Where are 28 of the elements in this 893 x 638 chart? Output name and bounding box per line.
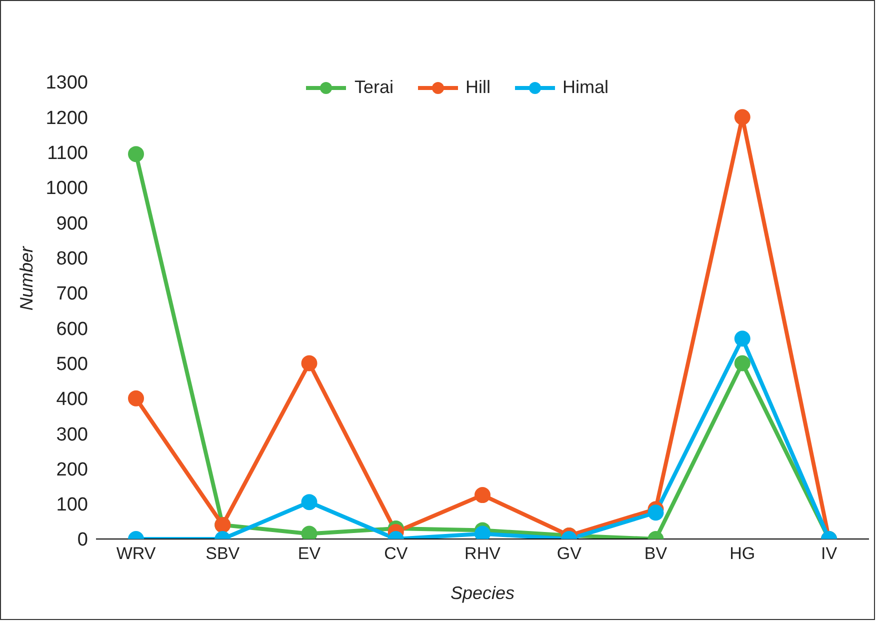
y-tick-label: 200 [56,459,88,480]
y-tick-label: 900 [56,213,88,234]
y-tick-label: 0 [77,530,88,551]
y-tick-label: 700 [56,284,88,305]
y-tick-label: 500 [56,354,88,375]
x-tick-label: CV [384,544,408,564]
y-tick-label: 1200 [46,108,88,129]
y-tick-label: 100 [56,494,88,516]
y-tick-label: 300 [56,424,88,446]
legend-label: Terai [353,77,394,98]
y-tick-label: 1000 [46,178,88,200]
y-tick-label: 1300 [46,72,88,94]
y-tick-label: 600 [56,318,88,340]
legend-label: Himal [562,77,609,98]
x-tick-label: GV [556,544,582,564]
x-tick-label: HG [730,544,756,564]
y-tick-label: 800 [56,248,88,270]
legend-label: Hill [464,77,490,98]
y-axis-title: Number [16,245,36,310]
x-tick-label: IV [820,544,838,564]
x-tick-label: SBV [206,544,240,564]
x-tick-label: WRV [116,544,156,564]
y-tick-label: 400 [56,389,88,410]
x-tick-label: EV [298,544,322,564]
x-tick-label: BV [644,544,668,564]
x-axis-title: Species [450,583,515,603]
y-tick-label: 1100 [47,143,88,164]
x-tick-label: RHV [464,544,502,564]
